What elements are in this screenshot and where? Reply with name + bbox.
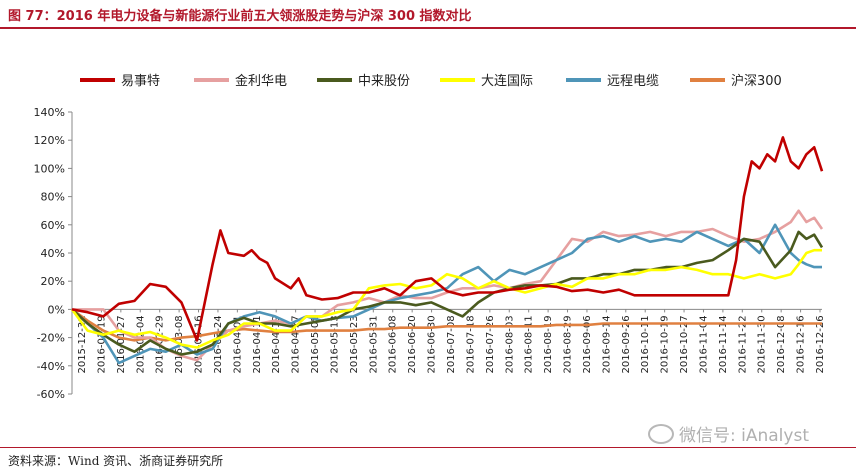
x-tick-label: 2016-11-04 — [698, 315, 709, 373]
x-tick-label: 2016-09-14 — [601, 315, 612, 373]
x-tick-label: 2016-09-26 — [621, 315, 632, 373]
legend-label: 中来股份 — [358, 74, 410, 89]
watermark: 微信号: iAnalyst — [648, 421, 809, 446]
x-tick-label: 2016-05-05 — [310, 315, 321, 373]
chart-legend: 易事特 金利华电 中来股份 大连国际 远程电缆 沪深300 — [80, 73, 782, 89]
legend-label: 大连国际 — [481, 73, 533, 89]
x-tick-label: 2016-07-18 — [465, 315, 476, 373]
x-tick-label: 2016-03-24 — [213, 315, 224, 373]
x-tick-label: 2016-05-13 — [329, 315, 340, 373]
x-tick-label: 2016-08-19 — [543, 315, 554, 373]
x-tick-label: 2016-06-08 — [388, 315, 399, 373]
y-tick-label: 20% — [41, 275, 65, 288]
series-line — [70, 248, 822, 349]
plot-area — [70, 136, 824, 365]
x-tick-label: 2016-02-04 — [135, 315, 146, 373]
x-tick-label: 2016-08-03 — [504, 315, 515, 373]
title-divider — [0, 27, 856, 29]
source-note: 资料来源：Wind 资讯、浙商证券研究所 — [8, 454, 224, 468]
x-tick-label: 2016-10-11 — [640, 315, 651, 373]
x-tick-label: 2016-07-08 — [446, 315, 457, 373]
x-tick-label: 2016-04-19 — [271, 315, 282, 373]
series-line — [71, 230, 824, 356]
x-tick-label: 2016-05-31 — [368, 315, 379, 373]
x-tick-label: 2016-11-30 — [757, 315, 768, 373]
x-tick-label: 2016-04-11 — [252, 315, 263, 373]
x-tick-label: 2016-12-16 — [796, 315, 807, 373]
y-tick-label: 60% — [41, 219, 65, 232]
y-tick-label: 140% — [34, 106, 65, 119]
legend-label: 易事特 — [121, 74, 160, 89]
footer-divider — [0, 447, 856, 448]
x-tick-label: 2016-10-19 — [660, 315, 671, 373]
x-tick-label: 2016-01-19 — [96, 315, 107, 373]
x-tick-label: 2016-07-26 — [485, 315, 496, 373]
y-tick-label: -20% — [37, 332, 65, 345]
x-tick-label: 2016-12-08 — [776, 315, 787, 373]
legend-label: 金利华电 — [235, 73, 287, 89]
x-tick-label: 2016-06-30 — [427, 315, 438, 373]
legend-label: 远程电缆 — [607, 73, 659, 89]
series-line — [72, 209, 824, 362]
y-tick-label: -60% — [37, 388, 65, 401]
legend-label: 沪深300 — [731, 73, 782, 89]
y-tick-label: 80% — [41, 191, 65, 204]
x-tick-label: 2016-11-14 — [718, 315, 729, 373]
x-tick-label: 2016-12-26 — [815, 315, 826, 373]
x-tick-label: 2016-08-29 — [563, 315, 574, 373]
x-tick-label: 2016-06-20 — [407, 315, 418, 373]
x-tick-label: 2016-08-11 — [524, 315, 535, 373]
watermark-text: 微信号: iAnalyst — [679, 426, 809, 446]
x-tick-label: 2016-04-01 — [232, 315, 243, 373]
series-line — [71, 136, 824, 342]
series-line — [71, 223, 822, 365]
x-tick-label: 2016-05-23 — [349, 315, 360, 373]
y-tick-label: 120% — [34, 134, 65, 147]
x-axis: 2015-12-31 2016-01-19 2016-01-27 2016-02-04… — [72, 308, 826, 374]
x-tick-label: 2016-09-06 — [582, 315, 593, 373]
line-chart: 易事特 金利华电 中来股份 大连国际 远程电缆 沪深300 -60% -40% -20% 0% 2… — [34, 73, 826, 401]
y-tick-label: 100% — [34, 162, 65, 175]
wechat-icon — [648, 424, 674, 444]
y-tick-label: 40% — [41, 247, 65, 260]
x-tick-label: 2016-03-16 — [194, 315, 205, 373]
y-tick-label: -40% — [37, 360, 65, 373]
y-tick-label: 0% — [48, 303, 65, 316]
x-tick-label: 2016-10-27 — [679, 315, 690, 373]
x-tick-label: 2016-04-27 — [291, 315, 302, 373]
y-axis: -60% -40% -20% 0% 20% 40% 60% 80% 100% 120% 140% — [34, 106, 73, 401]
x-tick-label: 2016-11-22 — [737, 315, 748, 373]
x-tick-label: 2015-12-31 — [77, 315, 88, 373]
page-title: 图 77：2016 年电力设备与新能源行业前五大领涨股走势与沪深 300 指数对… — [8, 9, 472, 24]
